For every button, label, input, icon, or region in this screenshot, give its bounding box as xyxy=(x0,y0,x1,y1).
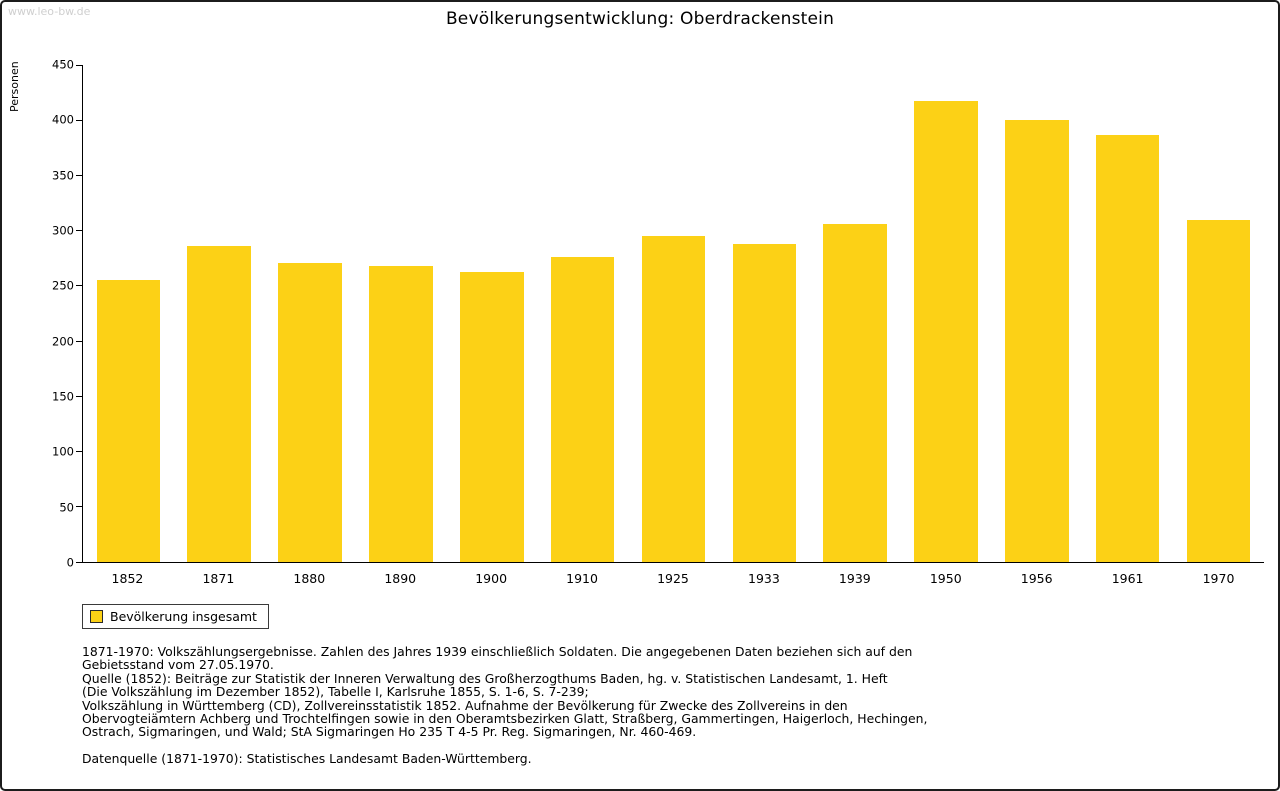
x-tick-label: 1933 xyxy=(748,571,780,586)
x-axis-labels: 1852 1871 1880 1890 1900 1910 1925 1933 1939 1950… xyxy=(82,563,1264,586)
legend: Bevölkerung insgesamt xyxy=(82,604,269,629)
bar-1880 xyxy=(278,262,342,562)
x-tick-label: 1900 xyxy=(475,571,508,586)
bar-slot xyxy=(83,65,174,562)
x-tick-label: 1950 xyxy=(929,571,962,586)
legend-label: Bevölkerung insgesamt xyxy=(110,609,257,624)
x-tick-label: 1880 xyxy=(293,571,326,586)
bar-slot xyxy=(265,65,356,562)
note-line: (Die Volkszählung im Dezember 1852), Tab… xyxy=(82,684,589,700)
y-tick-label: 100 xyxy=(52,444,74,459)
bar-slot xyxy=(991,65,1082,562)
y-tick-label: 0 xyxy=(66,555,74,570)
y-tick-label: 200 xyxy=(52,334,74,349)
x-axis-spacer xyxy=(38,563,82,586)
y-tick-mark xyxy=(76,506,82,508)
y-tick-mark xyxy=(76,395,82,397)
bar-1852 xyxy=(96,280,161,562)
data-source-note: Datenquelle (1871-1970): Statistisches L… xyxy=(82,750,532,766)
y-tick-mark xyxy=(76,340,82,342)
y-tick-label: 350 xyxy=(52,168,74,183)
bar-1910 xyxy=(550,257,615,562)
x-tick-label: 1852 xyxy=(111,571,144,586)
bar-1970 xyxy=(1186,219,1251,562)
y-axis-title: Personen xyxy=(8,61,21,112)
bar-slot xyxy=(901,65,992,562)
plot-wrap: 0 50 100 150 200 250 300 350 400 450 xyxy=(38,59,1264,569)
x-tick-label: 1970 xyxy=(1202,571,1235,586)
note-line: 1871-1970: Volkszählungsergebnisse. Zahl… xyxy=(82,644,913,659)
bar-1939 xyxy=(823,224,887,562)
x-tick-label: 1910 xyxy=(566,571,598,586)
x-axis: 1852 1871 1880 1890 1900 1910 1925 1933 1939 1950… xyxy=(38,563,1264,586)
source-notes: 1871-1970: Volkszählungsergebnisse. Zahl… xyxy=(82,645,1278,739)
bar-1961 xyxy=(1095,134,1160,562)
legend-swatch xyxy=(90,610,103,623)
y-tick-mark xyxy=(76,174,82,176)
chart-title: Bevölkerungsentwicklung: Oberdrackenstei… xyxy=(445,9,835,29)
y-tick-mark xyxy=(76,451,82,453)
bar-slot xyxy=(537,65,628,562)
bar-1871 xyxy=(187,246,252,562)
y-tick-mark xyxy=(76,230,82,232)
bar-1925 xyxy=(641,236,706,562)
bar-slot xyxy=(356,65,447,562)
y-tick-label: 400 xyxy=(52,112,74,127)
watermark: www.leo-bw.de xyxy=(8,5,91,18)
y-axis-labels: 0 50 100 150 200 250 300 350 400 450 xyxy=(38,59,82,569)
y-tick-mark xyxy=(76,64,82,66)
y-tick-label: 300 xyxy=(52,223,74,238)
y-tick-label: 150 xyxy=(52,389,74,404)
note-line: Gebietsstand vom 27.05.1970. xyxy=(82,657,274,673)
y-tick-mark xyxy=(76,119,82,121)
bars xyxy=(83,65,1264,562)
bar-1956 xyxy=(1005,120,1069,562)
bar-1950 xyxy=(914,101,978,562)
x-tick-label: 1925 xyxy=(657,571,689,586)
plot-area xyxy=(76,64,1264,563)
bar-1890 xyxy=(369,266,433,562)
x-tick-label: 1890 xyxy=(384,571,417,586)
y-tick-label: 250 xyxy=(52,278,74,293)
bar-1900 xyxy=(460,271,524,562)
note-line: Volkszählung in Württemberg (CD), Zollve… xyxy=(82,697,848,713)
bar-slot xyxy=(719,65,810,562)
chart: 0 50 100 150 200 250 300 350 400 450 1852 1871 1880… xyxy=(2,59,1278,586)
x-tick-label: 1871 xyxy=(202,571,235,586)
note-line: Obervogteiämtern Achberg und Trochtelfin… xyxy=(82,711,928,727)
x-tick-label: 1939 xyxy=(838,571,871,586)
bar-slot xyxy=(628,65,719,562)
note-line: Quelle (1852): Beiträge zur Statistik de… xyxy=(82,670,888,686)
y-tick-mark xyxy=(76,285,82,287)
bar-slot xyxy=(174,65,265,562)
bar-1933 xyxy=(732,243,797,562)
bar-slot xyxy=(810,65,901,562)
bar-slot xyxy=(446,65,537,562)
x-tick-label: 1961 xyxy=(1111,571,1144,586)
y-tick-mark xyxy=(76,561,82,563)
bar-slot xyxy=(1082,65,1173,562)
y-tick-label: 450 xyxy=(52,57,74,72)
y-tick-label: 50 xyxy=(59,500,74,515)
bar-slot xyxy=(1173,65,1264,562)
x-tick-label: 1956 xyxy=(1020,571,1053,586)
note-line: Ostrach, Sigmaringen, und Wald; StA Sigm… xyxy=(82,724,697,740)
